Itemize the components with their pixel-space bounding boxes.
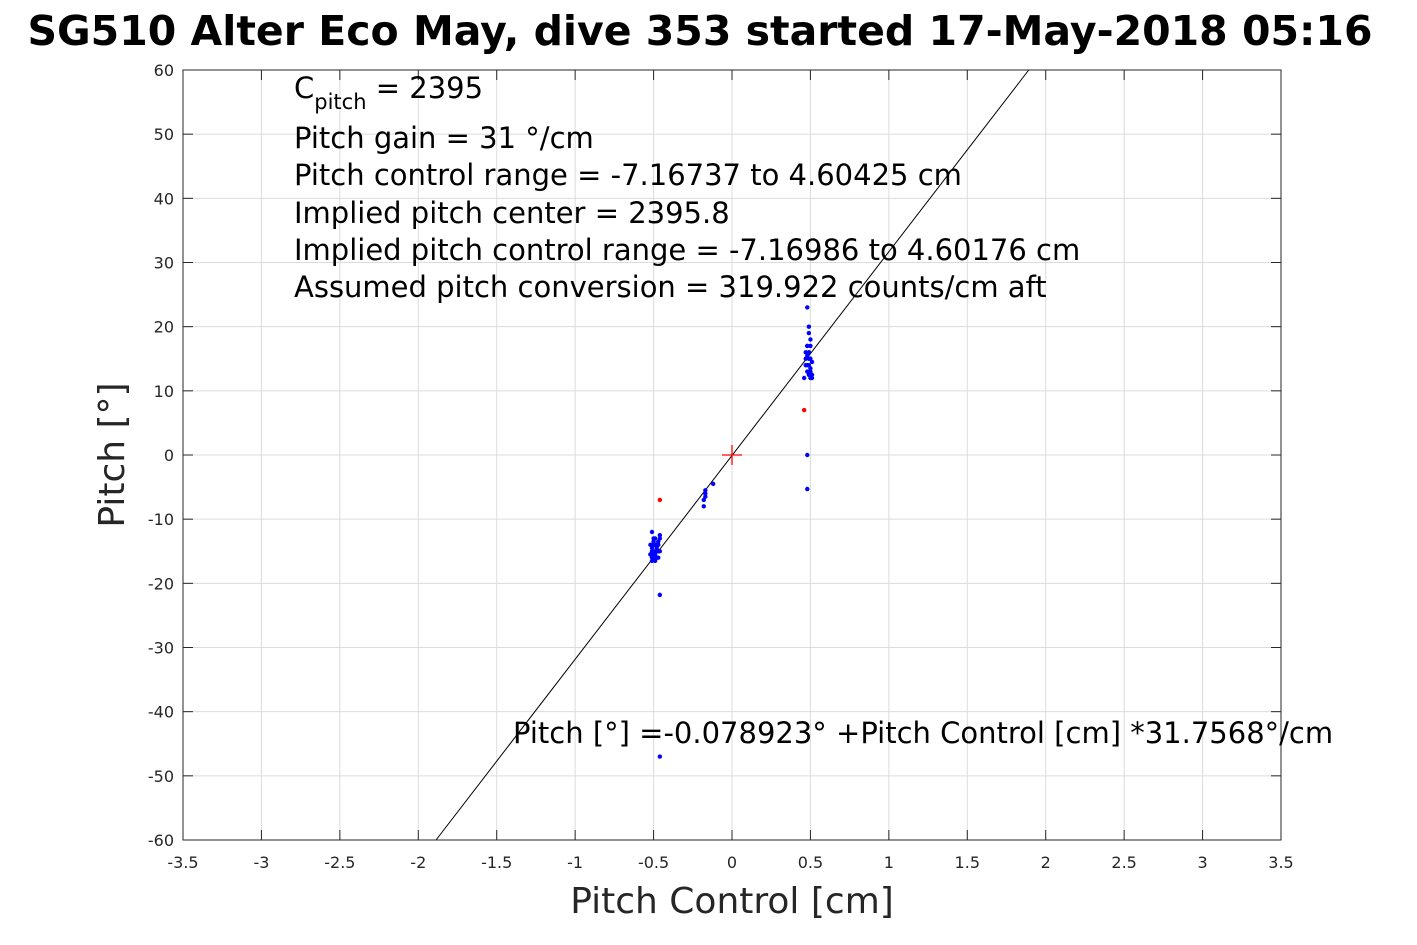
data-point <box>657 592 663 598</box>
y-tick-label: -60 <box>148 831 174 850</box>
y-tick-label: -10 <box>148 510 174 529</box>
chart-title: SG510 Alter Eco May, dive 353 started 17… <box>28 7 1373 55</box>
data-point <box>801 407 807 413</box>
x-tick-label: 1 <box>884 853 894 872</box>
y-tick-label: 20 <box>154 318 174 337</box>
data-point <box>801 375 807 381</box>
data-points <box>648 305 815 759</box>
data-point <box>710 481 716 487</box>
pitch-control-range-text: Pitch control range = -7.16737 to 4.6042… <box>294 158 962 192</box>
data-point <box>649 558 655 564</box>
y-tick-label: -50 <box>148 767 174 786</box>
center-marker-group <box>722 445 742 465</box>
data-point <box>652 558 658 564</box>
data-point <box>657 549 663 554</box>
c-pitch-annotation: Cpitch = 2395 <box>294 71 483 114</box>
pitch-gain-text: Pitch gain = 31 °/cm <box>294 121 594 155</box>
data-point <box>806 324 812 329</box>
data-point <box>654 549 659 554</box>
assumed-pitch-conversion-text: Assumed pitch conversion = 319.922 count… <box>294 270 1047 304</box>
x-tick-label: 2.5 <box>1111 853 1136 872</box>
x-tick-label: -2.5 <box>324 853 355 872</box>
c-pitch-subscript: pitch <box>314 90 366 114</box>
data-point <box>806 350 812 355</box>
data-point <box>652 536 658 541</box>
data-point <box>701 497 706 503</box>
y-tick-label: 0 <box>164 446 174 465</box>
data-point <box>648 552 653 557</box>
data-point <box>806 330 812 336</box>
x-axis-label: Pitch Control [cm] <box>570 881 894 922</box>
data-point <box>805 343 810 349</box>
y-axis-label: Pitch [°] <box>92 382 133 527</box>
implied-pitch-center-text: Implied pitch center = 2395.8 <box>294 196 730 230</box>
x-tick-label: 0.5 <box>798 853 823 872</box>
y-tick-label: 10 <box>154 382 174 401</box>
y-tick-label: -40 <box>148 703 174 722</box>
x-tick-label: -2 <box>410 853 426 872</box>
data-point <box>701 504 706 509</box>
y-tick-label: -30 <box>148 639 174 658</box>
y-tick-label: 50 <box>154 125 174 144</box>
x-tick-label: -3 <box>253 853 269 872</box>
c-pitch-value: = 2395 <box>367 71 484 105</box>
y-tick-label: 60 <box>154 61 174 80</box>
data-point <box>657 754 663 759</box>
y-tick-label: 30 <box>154 254 174 273</box>
x-tick-label: 3 <box>1197 853 1207 872</box>
x-axis-ticks: -3.5 -3 -2.5 -2 -1.5 -1 -0.5 0 0.5 1 1.5 2 2.5 3 3.5 <box>167 70 1294 872</box>
data-point <box>808 337 813 342</box>
data-point <box>806 356 812 361</box>
x-tick-label: -1 <box>567 853 583 872</box>
data-point <box>651 552 656 557</box>
data-point <box>805 486 810 492</box>
data-point <box>809 359 815 365</box>
data-point <box>803 356 808 361</box>
data-point <box>809 375 815 381</box>
y-tick-label: -20 <box>148 574 174 593</box>
data-point <box>657 497 663 503</box>
data-point <box>703 488 708 493</box>
data-point <box>803 362 808 368</box>
data-point <box>703 491 708 496</box>
data-point <box>649 529 655 535</box>
x-tick-label: 1.5 <box>955 853 980 872</box>
data-point <box>808 366 813 371</box>
data-point <box>651 542 656 548</box>
plot-box <box>182 69 1282 841</box>
y-axis-ticks: -60 -50 -40 -30 -20 -10 0 10 20 30 40 50 60 <box>148 61 1281 850</box>
x-tick-label: -3.5 <box>167 853 198 872</box>
data-point <box>805 452 810 458</box>
x-tick-label: 2 <box>1041 853 1051 872</box>
implied-pitch-control-range-text: Implied pitch control range = -7.16986 t… <box>294 233 1080 267</box>
data-point <box>656 539 661 544</box>
y-tick-label: 40 <box>154 189 174 208</box>
data-point <box>808 343 813 349</box>
x-tick-label: 0 <box>727 853 737 872</box>
x-tick-label: -0.5 <box>638 853 669 872</box>
x-tick-label: -1.5 <box>481 853 512 872</box>
c-pitch-symbol: C <box>294 71 314 105</box>
data-point <box>656 555 661 560</box>
data-point <box>805 305 810 310</box>
fit-equation-text: Pitch [°] =-0.078923° +Pitch Control [cm… <box>513 716 1333 750</box>
data-point <box>656 542 661 548</box>
data-point <box>657 533 663 538</box>
x-tick-label: 3.5 <box>1268 853 1293 872</box>
